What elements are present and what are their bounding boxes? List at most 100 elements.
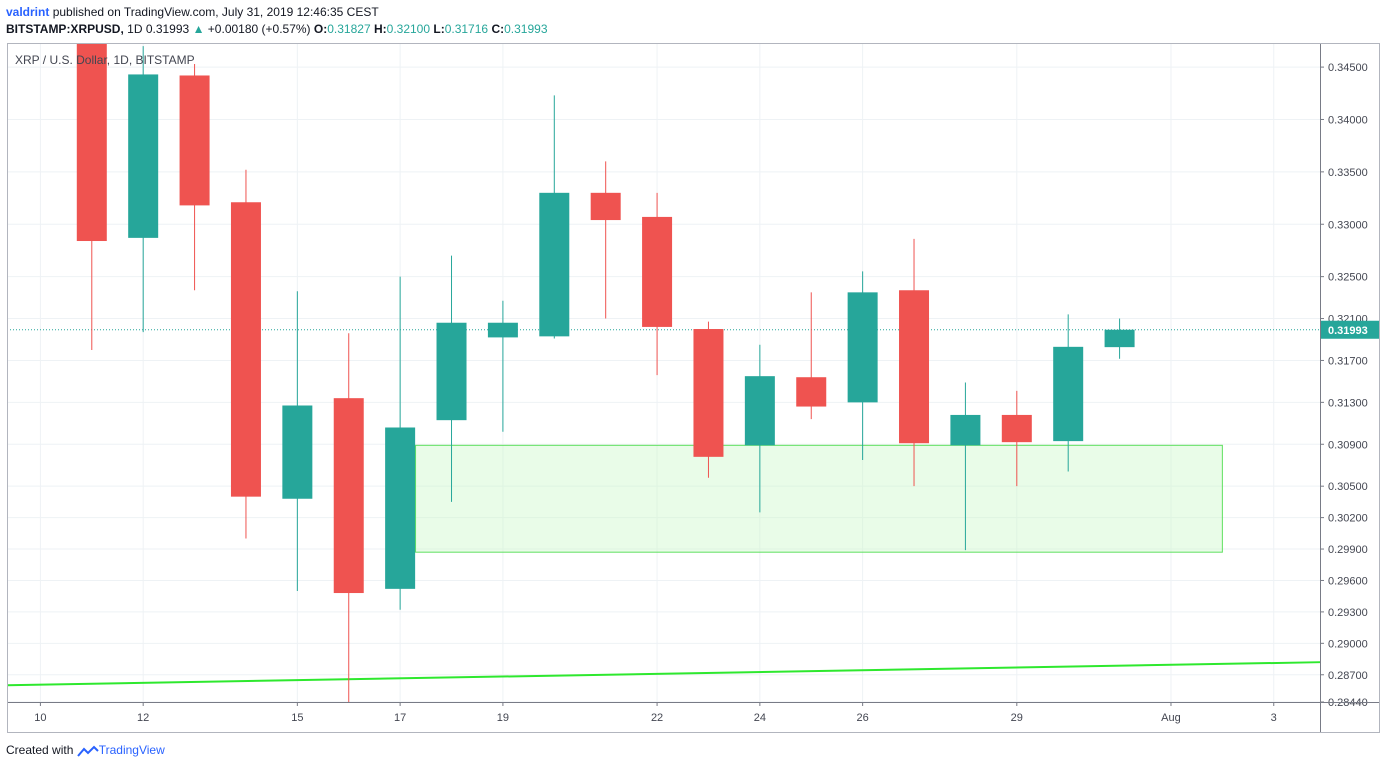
candle-body [230,202,261,497]
candle [1053,314,1084,472]
candle [539,95,570,339]
x-tick-label: 29 [1011,712,1023,724]
candle [744,344,775,513]
candle-body [796,377,827,407]
price-change: +0.00180 (+0.57%) [207,22,311,36]
x-tick-label: 15 [291,712,303,724]
candle [282,291,313,591]
y-tick-label: 0.34500 [1328,62,1368,74]
candle [796,292,827,420]
symbol-info-bar: BITSTAMP:XRPUSD, 1D 0.31993 ▲ +0.00180 (… [6,22,548,36]
y-tick-label: 0.32500 [1328,272,1368,284]
trendline [7,661,1321,687]
last-price-badge [1321,320,1380,339]
candle [487,300,518,432]
candle-body [385,427,416,589]
y-tick-label: 0.31700 [1328,355,1368,367]
y-tick-label: 0.30900 [1328,439,1368,451]
candle [76,43,107,350]
x-tick-label: 10 [34,712,46,724]
y-tick-label: 0.29000 [1328,638,1368,650]
candle [128,46,159,333]
x-tick-label: 26 [857,712,869,724]
author-name[interactable]: valdrint [6,5,50,19]
candle [899,238,930,487]
y-tick-label: 0.29600 [1328,575,1368,587]
candle-body [1104,329,1135,348]
candle-body [693,329,724,457]
up-arrow-icon: ▲ [192,22,205,36]
x-tick-label: Aug [1161,712,1181,724]
tradingview-brand[interactable]: TradingView [98,743,165,757]
candles [76,43,1135,702]
created-with-text: Created with [6,743,74,757]
low-value: 0.31716 [444,22,489,36]
candle-body [128,74,159,238]
y-tick-label: 0.31300 [1328,397,1368,409]
candle-body [950,414,981,446]
support-zone [415,444,1223,553]
y-tick-label: 0.30200 [1328,513,1368,525]
candle [1104,318,1135,359]
candle-body [539,192,570,337]
candle-body [1053,346,1084,442]
x-tick-label: 12 [137,712,149,724]
candle-body [487,322,518,338]
candle-body [436,322,467,421]
y-tick-label: 0.33000 [1328,219,1368,231]
high-value: 0.32100 [386,22,431,36]
candle-body [76,43,107,242]
tradingview-logo-icon [76,745,99,757]
chart-legend-title: XRP / U.S. Dollar, 1D, BITSTAMP [15,53,195,67]
trendline-layer [7,661,1321,687]
symbol-name: BITSTAMP:XRPUSD [6,22,121,36]
candle [642,192,673,376]
candle [590,161,621,319]
x-tick-label: 17 [394,712,406,724]
chart-border [7,43,1380,733]
y-tick-label: 0.28700 [1328,670,1368,682]
y-tick-label: 0.29900 [1328,544,1368,556]
y-tick-label: 0.30500 [1328,481,1368,493]
candle-body [333,398,364,594]
open-value: 0.31827 [327,22,371,36]
close-label: C: [491,22,505,36]
chart-container[interactable]: 0.34500 0.34000 0.33500 0.33000 0.32500 0.321… [7,43,1380,733]
last-price: 0.31993 [145,22,190,36]
published-text: published on TradingView.com, July 31, 2… [52,5,379,19]
candlestick-chart[interactable]: 0.345000.340000.335000.330000.325000.321… [7,43,1380,733]
candle-body [590,192,621,221]
interval-label: 1D [127,22,143,36]
candle [333,333,364,702]
axes: 0.345000.340000.335000.330000.325000.321… [7,43,1380,733]
y-tick-label: 0.29300 [1328,607,1368,619]
candle [385,276,416,610]
x-tick-label: 3 [1271,712,1277,724]
candle-body [899,290,930,444]
high-label: H: [373,22,387,36]
open-label: O: [313,22,328,36]
candle-body [642,216,673,327]
x-tick-label: 19 [497,712,509,724]
candle-body [744,376,775,446]
candle [179,63,210,291]
close-value: 0.31993 [504,22,548,36]
candle [436,255,467,502]
candle-body [1001,414,1032,443]
candle-body [282,405,313,499]
y-tick-label: 0.34000 [1328,114,1368,126]
low-label: L: [433,22,445,36]
candle-body [847,292,878,403]
candle [950,382,981,551]
candle [693,321,724,478]
x-tick-label: 22 [651,712,663,724]
last-price-label: 0.31993 [1328,325,1368,337]
y-tick-label: 0.33500 [1328,167,1368,179]
candle [230,169,261,539]
x-tick-label: 24 [754,712,766,724]
candle [1001,390,1032,487]
publish-info: valdrint published on TradingView.com, J… [6,4,379,20]
footer: Created with TradingView [6,742,165,758]
support-zone-layer [415,444,1223,553]
candle [847,271,878,460]
